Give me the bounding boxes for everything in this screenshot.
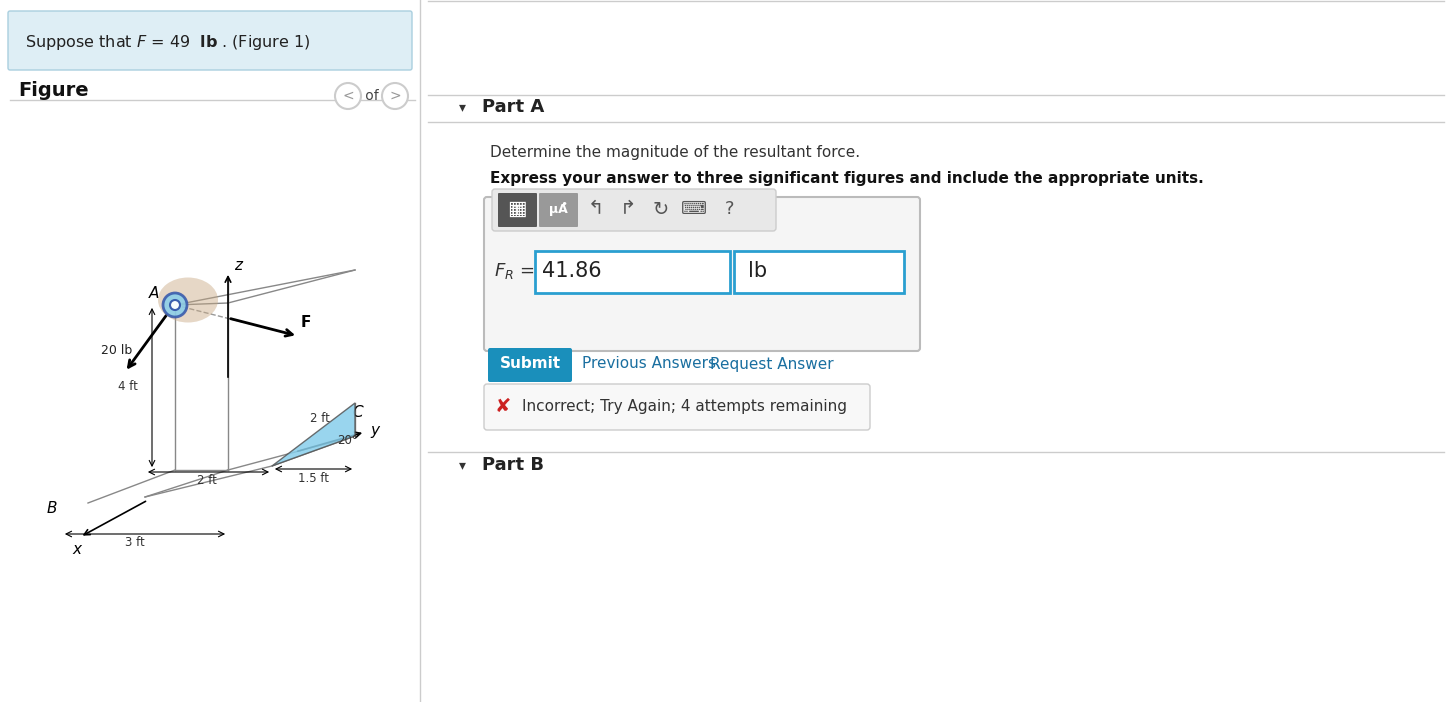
Text: Part B: Part B [482, 456, 544, 474]
FancyBboxPatch shape [734, 251, 904, 293]
Text: Express your answer to three significant figures and include the appropriate uni: Express your answer to three significant… [491, 171, 1204, 185]
Text: <: < [341, 89, 355, 103]
Text: $C$: $C$ [352, 404, 365, 420]
FancyBboxPatch shape [483, 384, 870, 430]
Text: ↱: ↱ [619, 199, 637, 218]
Text: $A$: $A$ [148, 285, 161, 301]
Text: >: > [389, 89, 401, 103]
Text: ▦: ▦ [506, 199, 527, 219]
FancyBboxPatch shape [498, 193, 537, 227]
Text: ↰: ↰ [587, 199, 605, 218]
Text: $z$: $z$ [234, 258, 245, 272]
Text: Suppose that $\mathit{F}$ = 49  $\mathbf{lb}$ . (Figure 1): Suppose that $\mathit{F}$ = 49 $\mathbf{… [25, 32, 311, 51]
Text: 2 ft: 2 ft [197, 475, 217, 487]
Text: ▾: ▾ [459, 100, 466, 114]
Text: Figure: Figure [17, 81, 88, 100]
Ellipse shape [158, 277, 218, 322]
Text: ✘: ✘ [495, 397, 511, 416]
FancyBboxPatch shape [538, 193, 577, 227]
Text: ?: ? [725, 200, 735, 218]
FancyBboxPatch shape [483, 197, 920, 351]
Text: 41.86: 41.86 [543, 261, 602, 281]
Circle shape [164, 293, 187, 317]
Text: $x$: $x$ [72, 543, 84, 557]
Text: 4 ft: 4 ft [119, 380, 137, 394]
Text: 20°: 20° [337, 434, 357, 446]
Text: Request Answer: Request Answer [710, 357, 833, 371]
Text: ⌨: ⌨ [682, 200, 708, 218]
Text: ▾: ▾ [459, 458, 466, 472]
Circle shape [336, 83, 360, 109]
FancyBboxPatch shape [535, 251, 729, 293]
Circle shape [169, 300, 179, 310]
Text: ⬜⬜: ⬜⬜ [511, 204, 522, 214]
Text: Incorrect; Try Again; 4 attempts remaining: Incorrect; Try Again; 4 attempts remaini… [522, 399, 846, 413]
Circle shape [382, 83, 408, 109]
Text: Determine the magnitude of the resultant force.: Determine the magnitude of the resultant… [491, 145, 860, 159]
Text: 2 ft: 2 ft [310, 411, 330, 425]
Text: 1.5 ft: 1.5 ft [298, 472, 328, 484]
Text: $B$: $B$ [46, 500, 58, 516]
Text: 20 lb: 20 lb [101, 343, 132, 357]
Text: ↻: ↻ [653, 199, 669, 218]
Polygon shape [272, 403, 355, 466]
FancyBboxPatch shape [492, 189, 776, 231]
Text: μÅ: μÅ [548, 202, 567, 216]
FancyBboxPatch shape [9, 11, 412, 70]
Text: 3 ft: 3 ft [124, 536, 145, 548]
FancyBboxPatch shape [488, 348, 572, 382]
Text: Previous Answers: Previous Answers [582, 357, 716, 371]
Text: 1 of 1: 1 of 1 [352, 89, 392, 103]
Text: Part A: Part A [482, 98, 544, 116]
Text: Submit: Submit [499, 357, 560, 371]
Text: $F_R$ =: $F_R$ = [493, 261, 534, 281]
Text: lb: lb [748, 261, 767, 281]
Text: $\mathbf{F}$: $\mathbf{F}$ [300, 314, 311, 330]
Text: $y$: $y$ [370, 424, 382, 440]
